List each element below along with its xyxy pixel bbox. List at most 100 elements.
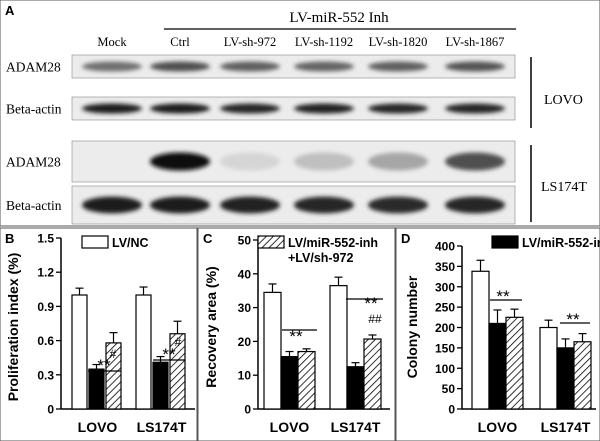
bar — [329, 285, 348, 410]
bar — [488, 322, 507, 410]
bar — [539, 326, 558, 410]
legend-swatch — [81, 235, 109, 249]
panel-letter: D — [401, 231, 410, 246]
y-tick-label: 100 — [435, 362, 455, 376]
blot-band — [445, 61, 505, 72]
category-label: LS174T — [541, 419, 591, 435]
y-tick-label: 250 — [435, 301, 455, 315]
blot-membrane — [71, 54, 516, 79]
bar — [505, 316, 524, 410]
y-tick-label: 0.3 — [37, 368, 54, 382]
blot-label: Beta-actin — [6, 198, 62, 213]
cell-line-label: LOVO — [544, 93, 583, 108]
y-axis-label: Recovery area (%) — [203, 266, 219, 387]
bar — [88, 368, 105, 410]
blot-band — [82, 61, 142, 72]
y-axis-label: Proliferation index (%) — [5, 253, 21, 402]
significance-mark: ** — [289, 327, 303, 346]
blot-band — [368, 196, 428, 214]
lane-label: Mock — [97, 35, 127, 49]
blot-row: ADAM28 — [6, 54, 516, 79]
legend-swatch — [491, 235, 519, 249]
y-tick-label: 10 — [238, 369, 252, 383]
category-label: LS174T — [331, 419, 381, 435]
category-label: LS174T — [137, 419, 187, 435]
blot-band — [220, 61, 280, 72]
category-label: LOVO — [78, 419, 118, 435]
blot-label: ADAM28 — [6, 60, 61, 75]
y-axis-label: Colony number — [404, 275, 420, 378]
significance-mark: # — [175, 335, 182, 349]
legend-label: LV/miR-552-inh — [288, 236, 378, 250]
bar — [152, 361, 169, 410]
blot-band — [445, 152, 505, 171]
significance-mark: ** — [162, 345, 176, 364]
blot-label: ADAM28 — [6, 155, 61, 170]
y-tick-label: 1.2 — [37, 266, 54, 280]
blot-band — [445, 103, 505, 114]
y-tick-label: 300 — [435, 280, 455, 294]
blot-band — [150, 61, 210, 72]
blot-band — [294, 152, 354, 171]
bar — [556, 347, 575, 410]
panel-a: A LV-miR-552 Inh Mock Ctrl LV-sh-972 LV-sh-… — [0, 0, 600, 227]
legend-label: LV/miR-552-inh — [522, 236, 600, 250]
blot-label: Beta-actin — [6, 102, 62, 117]
blot-row: Beta-actin — [6, 96, 516, 121]
y-tick-label: 50 — [238, 234, 252, 248]
y-tick-label: 0 — [244, 403, 251, 417]
blot-band — [150, 103, 210, 114]
bar — [471, 270, 490, 410]
significance-mark: ## — [368, 312, 382, 326]
blot-row: Beta-actin — [6, 185, 516, 225]
blot-band — [368, 103, 428, 114]
bar — [297, 350, 316, 410]
lane-label: LV-sh-1192 — [295, 35, 353, 49]
blot-membrane — [71, 96, 516, 121]
lane-label: LV-sh-972 — [224, 35, 277, 49]
blot-band — [445, 196, 505, 214]
blot-band — [294, 61, 354, 72]
blot-band — [82, 103, 142, 114]
lane-label: LV-sh-1820 — [369, 35, 428, 49]
bar — [263, 291, 282, 410]
blot-band — [150, 152, 210, 171]
blot-band — [368, 152, 428, 171]
y-tick-label: 0 — [448, 403, 455, 417]
bar — [135, 294, 152, 410]
blot-band — [220, 152, 280, 171]
y-tick-label: 0 — [47, 403, 54, 417]
panel-a-letter: A — [5, 3, 15, 18]
y-tick-label: 350 — [435, 260, 455, 274]
blot-band — [82, 196, 142, 214]
y-tick-label: 50 — [442, 382, 456, 396]
bar — [71, 294, 88, 410]
y-tick-label: 20 — [238, 335, 252, 349]
blot-band — [150, 196, 210, 214]
lane-label: Ctrl — [170, 35, 190, 49]
significance-mark: ** — [364, 294, 378, 313]
panel-c-chart: C 0 10 20 30 40 50 Recovery area (%) LOVO LS174T L… — [197, 227, 396, 441]
y-tick-label: 400 — [435, 240, 455, 254]
category-label: LOVO — [478, 419, 518, 435]
blot-membrane — [71, 140, 516, 183]
bar — [363, 338, 382, 410]
legend-label: LV/NC — [112, 236, 149, 250]
significance-mark: # — [110, 347, 117, 361]
blot-band — [220, 103, 280, 114]
y-tick-label: 0.9 — [37, 300, 54, 314]
panel-d-chart: D 0 50 100 150 200 250 300 350 400 Colony number LO… — [395, 227, 600, 441]
legend-swatch — [257, 235, 285, 249]
significance-mark: ** — [97, 356, 111, 375]
bar — [346, 366, 365, 410]
blot-band — [294, 103, 354, 114]
group-label: LV-miR-552 Inh — [289, 10, 389, 26]
legend-label: +LV/sh-972 — [288, 251, 353, 265]
cell-line-label: LS174T — [541, 180, 587, 195]
panel-b-chart: B 0 0.3 0.6 0.9 1.2 1.5 Proliferation index (%)… — [0, 227, 198, 441]
bar — [280, 356, 299, 410]
y-tick-label: 30 — [238, 301, 252, 315]
lane-label: LV-sh-1867 — [446, 35, 505, 49]
category-label: LOVO — [270, 419, 310, 435]
blot-band — [368, 61, 428, 72]
